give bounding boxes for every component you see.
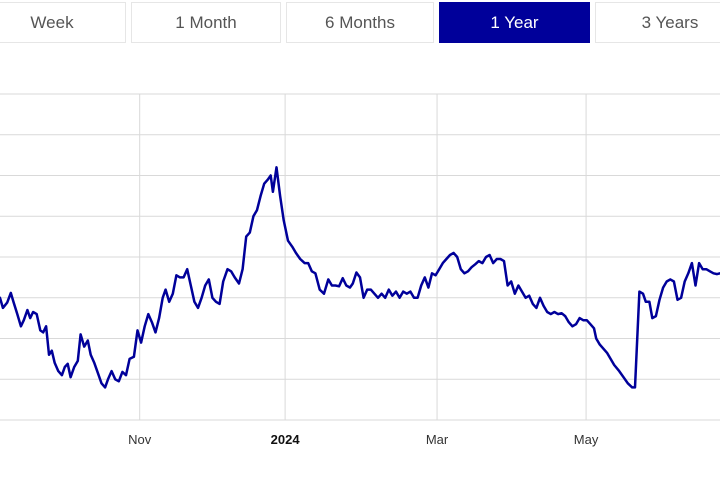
x-tick-label: Mar bbox=[426, 432, 449, 447]
period-tab-bar: Week 1 Month 6 Months 1 Year 3 Years bbox=[0, 0, 720, 46]
x-axis-ticks: Nov 2024 Mar May bbox=[128, 432, 599, 447]
gridlines bbox=[0, 93, 720, 421]
price-chart[interactable]: Nov 2024 Mar May bbox=[0, 46, 720, 480]
tab-3-years[interactable]: 3 Years bbox=[595, 2, 720, 43]
line-chart-svg: Nov 2024 Mar May bbox=[0, 93, 720, 447]
tab-6-months[interactable]: 6 Months bbox=[286, 2, 434, 43]
price-series-line bbox=[0, 166, 720, 389]
x-tick-label: 2024 bbox=[271, 432, 301, 447]
x-tick-label: May bbox=[574, 432, 599, 447]
tab-1-month[interactable]: 1 Month bbox=[131, 2, 281, 43]
x-tick-label: Nov bbox=[128, 432, 152, 447]
tab-1-year[interactable]: 1 Year bbox=[439, 2, 590, 43]
tab-week[interactable]: Week bbox=[0, 2, 126, 43]
